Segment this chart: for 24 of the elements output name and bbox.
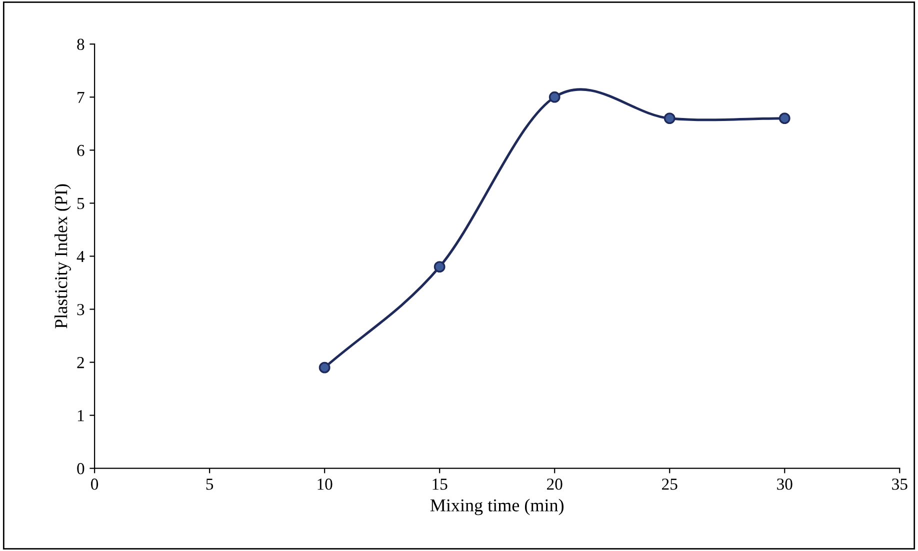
point xyxy=(548,91,560,103)
y-tick-label: 2 xyxy=(77,357,84,368)
y-tick-label: 8 xyxy=(77,38,84,50)
x-tick-label: 30 xyxy=(777,478,792,490)
x-tick-label: 20 xyxy=(547,478,562,490)
point xyxy=(778,112,790,124)
point xyxy=(664,112,676,124)
x-axis-title: Mixing time (min) xyxy=(430,498,564,516)
x-tick-label: 0 xyxy=(91,478,98,490)
y-tick-label: 6 xyxy=(77,144,84,156)
x-tick-label: 35 xyxy=(892,478,908,490)
x-tick-label: 15 xyxy=(432,478,448,490)
y-tick-label: 7 xyxy=(78,92,84,103)
y-axis-title: Plasticity Index (PI) xyxy=(54,184,71,328)
x-tick-label: 25 xyxy=(662,478,678,490)
y-tick-label: 3 xyxy=(77,304,84,316)
x-tick-label: 5 xyxy=(206,478,214,490)
y-tick-label: 4 xyxy=(76,251,85,262)
y-tick-label: 1 xyxy=(78,410,84,422)
x-tick-label: 10 xyxy=(318,478,332,490)
point xyxy=(318,362,330,374)
point xyxy=(434,261,446,273)
y-tick-label: 5 xyxy=(77,198,84,210)
y-tick-label: 0 xyxy=(77,463,84,474)
